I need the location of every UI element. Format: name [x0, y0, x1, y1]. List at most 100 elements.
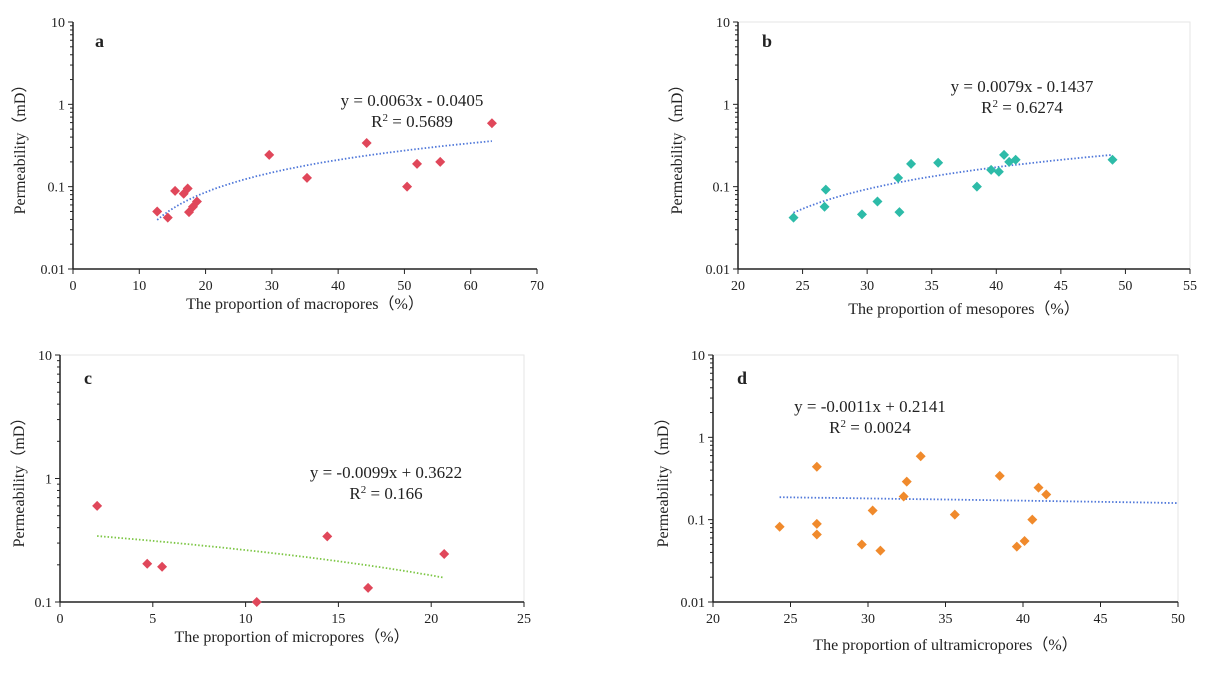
- trend-equation: y = 0.0063x - 0.0405: [341, 91, 484, 110]
- x-tick-label: 45: [1054, 279, 1068, 294]
- data-point: [1010, 154, 1021, 165]
- panel-label: d: [737, 368, 747, 388]
- data-point: [999, 149, 1010, 160]
- data-point: [915, 451, 926, 462]
- data-point: [993, 166, 1004, 177]
- r-squared: R2 = 0.6274: [981, 98, 1063, 117]
- data-point: [162, 212, 173, 223]
- x-tick-label: 40: [1016, 612, 1030, 627]
- x-tick-label: 20: [199, 279, 213, 294]
- x-tick-label: 50: [397, 279, 411, 294]
- x-tick-label: 0: [57, 612, 64, 627]
- x-tick-label: 45: [1094, 612, 1108, 627]
- x-tick-label: 15: [331, 612, 345, 627]
- data-point: [994, 470, 1005, 481]
- data-point: [157, 561, 168, 572]
- data-point: [170, 185, 181, 196]
- y-tick-label: 0.1: [48, 181, 66, 196]
- panel-c: 0.1 1 10 0 5 10 15 20 25 The proportion of microp…: [10, 349, 531, 646]
- panel-label: c: [84, 368, 92, 388]
- panel-label: a: [95, 31, 104, 51]
- data-point: [435, 156, 446, 167]
- trendline: [779, 496, 1179, 504]
- data-point: [788, 212, 799, 223]
- data-point: [402, 181, 413, 192]
- r-squared: R2 = 0.5689: [371, 112, 453, 131]
- x-tick-label: 30: [861, 612, 875, 627]
- data-point: [142, 558, 153, 569]
- data-point: [811, 461, 822, 472]
- x-tick-label: 20: [424, 612, 438, 627]
- x-tick-label: 0: [70, 279, 77, 294]
- data-point: [901, 476, 912, 487]
- x-axis-label: The proportion of mesopores（%）: [848, 300, 1080, 318]
- trend-equation: y = 0.0079x - 0.1437: [951, 77, 1094, 96]
- data-point: [1107, 154, 1118, 165]
- x-tick-label: 10: [239, 612, 253, 627]
- r-squared: R2 = 0.0024: [829, 418, 911, 437]
- x-tick-label: 35: [925, 279, 939, 294]
- plot-frame: [712, 354, 1179, 603]
- data-point: [971, 181, 982, 192]
- data-point: [486, 118, 497, 129]
- x-tick-label: 20: [706, 612, 720, 627]
- data-point: [191, 196, 202, 207]
- trend-equation: y = -0.0099x + 0.3622: [310, 463, 462, 482]
- data-point: [811, 529, 822, 540]
- y-tick-label: 0.1: [35, 596, 53, 611]
- data-point: [322, 531, 333, 542]
- y-tick-label: 10: [716, 16, 730, 31]
- y-axis-label: Permeability（mD）: [10, 410, 28, 548]
- x-tick-label: 20: [731, 279, 745, 294]
- x-tick-label: 25: [784, 612, 798, 627]
- x-axis-label: The proportion of micropores（%）: [174, 628, 409, 646]
- data-point: [301, 172, 312, 183]
- y-tick-label: 1: [45, 473, 52, 488]
- data-point: [1041, 489, 1052, 500]
- y-axis-label: Permeability（mD）: [11, 77, 29, 215]
- x-tick-label: 25: [796, 279, 810, 294]
- x-tick-label: 50: [1118, 279, 1132, 294]
- data-point: [1033, 482, 1044, 493]
- data-point: [439, 548, 450, 559]
- data-point: [774, 521, 785, 532]
- y-tick-label: 1: [58, 98, 65, 113]
- x-tick-label: 30: [860, 279, 874, 294]
- data-point: [856, 539, 867, 550]
- data-point: [906, 158, 917, 169]
- x-tick-label: 5: [149, 612, 156, 627]
- y-tick-label: 0.01: [706, 263, 731, 278]
- plot-frame: [737, 21, 1191, 270]
- x-axis-label: The proportion of ultramicropores（%）: [813, 636, 1077, 654]
- x-tick-label: 60: [464, 279, 478, 294]
- data-point: [152, 206, 163, 217]
- data-point: [361, 138, 372, 149]
- y-axis-label: Permeability（mD）: [668, 77, 686, 215]
- data-point: [1011, 541, 1022, 552]
- data-point: [251, 597, 262, 607]
- trendline: [97, 535, 445, 579]
- y-tick-label: 0.1: [713, 181, 731, 196]
- x-tick-label: 40: [331, 279, 345, 294]
- x-tick-label: 35: [939, 612, 953, 627]
- trendline: [793, 154, 1113, 214]
- y-tick-label: 10: [691, 349, 705, 364]
- trendline: [156, 140, 492, 221]
- data-point: [182, 183, 193, 194]
- y-tick-label: 1: [698, 431, 705, 446]
- data-point: [894, 207, 905, 218]
- data-point: [949, 509, 960, 520]
- trend-equation: y = -0.0011x + 0.2141: [794, 397, 946, 416]
- x-tick-label: 70: [530, 279, 544, 294]
- x-tick-label: 10: [132, 279, 146, 294]
- y-tick-label: 10: [38, 349, 52, 364]
- y-tick-label: 0.01: [681, 596, 706, 611]
- panel-label: b: [762, 31, 772, 51]
- data-point: [819, 201, 830, 212]
- r-squared: R2 = 0.166: [349, 484, 422, 503]
- y-tick-label: 0.1: [688, 514, 706, 529]
- y-tick-label: 1: [723, 98, 730, 113]
- panel-a: 0.01 0.1 1 10 0 10 20 30 40 50 60 70 The proportion …: [11, 16, 544, 313]
- panel-b: 0.01 0.1 1 10 20 25 30 35 40 45 50 55 The proportion…: [668, 16, 1197, 318]
